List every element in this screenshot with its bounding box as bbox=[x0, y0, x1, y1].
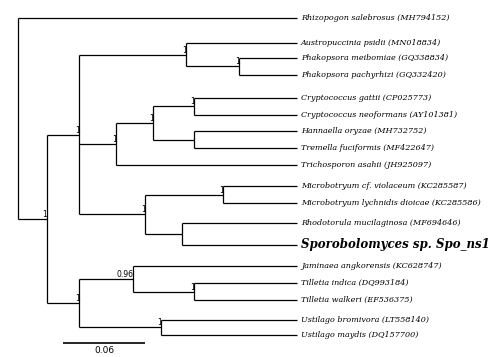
Text: 1: 1 bbox=[42, 210, 48, 219]
Text: Ustilago bromivora (LT558140): Ustilago bromivora (LT558140) bbox=[301, 316, 429, 324]
Text: Rhizopogon salebrosus (MH794152): Rhizopogon salebrosus (MH794152) bbox=[301, 14, 450, 22]
Text: 1: 1 bbox=[190, 97, 195, 106]
Text: Tilletia indica (DQ993184): Tilletia indica (DQ993184) bbox=[301, 279, 408, 287]
Text: Austropuccinia psidii (MN018834): Austropuccinia psidii (MN018834) bbox=[301, 39, 442, 47]
Text: Hannaella oryzae (MH732752): Hannaella oryzae (MH732752) bbox=[301, 127, 426, 135]
Text: 1: 1 bbox=[76, 126, 80, 135]
Text: Ustilago maydis (DQ157700): Ustilago maydis (DQ157700) bbox=[301, 331, 418, 339]
Text: Tilletia walkeri (EF536375): Tilletia walkeri (EF536375) bbox=[301, 296, 412, 304]
Text: 1: 1 bbox=[141, 205, 146, 215]
Text: 1: 1 bbox=[112, 135, 117, 144]
Text: Cryptococcus neoformans (AY101381): Cryptococcus neoformans (AY101381) bbox=[301, 111, 457, 119]
Text: 1: 1 bbox=[158, 318, 162, 327]
Text: Jaminaea angkorensis (KC628747): Jaminaea angkorensis (KC628747) bbox=[301, 262, 442, 271]
Text: 0.06: 0.06 bbox=[94, 346, 114, 355]
Text: Phakopsora meibomiae (GQ338834): Phakopsora meibomiae (GQ338834) bbox=[301, 54, 448, 62]
Text: 1: 1 bbox=[76, 294, 80, 303]
Text: 1: 1 bbox=[182, 46, 187, 55]
Text: Sporobolomyces sp. Spo_ns1: Sporobolomyces sp. Spo_ns1 bbox=[301, 238, 490, 251]
Text: Trichosporon asahii (JH925097): Trichosporon asahii (JH925097) bbox=[301, 161, 432, 169]
Text: Tremella fuciformis (MF422647): Tremella fuciformis (MF422647) bbox=[301, 144, 434, 152]
Text: 1: 1 bbox=[236, 57, 240, 66]
Text: Cryptococcus gattii (CP025773): Cryptococcus gattii (CP025773) bbox=[301, 94, 432, 102]
Text: 1: 1 bbox=[190, 282, 195, 292]
Text: 0.96: 0.96 bbox=[116, 270, 134, 279]
Text: 1: 1 bbox=[219, 186, 224, 195]
Text: Rhodotorula mucilaginosa (MF694646): Rhodotorula mucilaginosa (MF694646) bbox=[301, 219, 460, 227]
Text: Microbotryum lychnidis dioicae (KC285586): Microbotryum lychnidis dioicae (KC285586… bbox=[301, 199, 481, 207]
Text: 1: 1 bbox=[150, 114, 154, 123]
Text: Microbotryum cf. violaceum (KC285587): Microbotryum cf. violaceum (KC285587) bbox=[301, 182, 466, 191]
Text: Phakopsora pachyrhizi (GQ332420): Phakopsora pachyrhizi (GQ332420) bbox=[301, 71, 446, 79]
